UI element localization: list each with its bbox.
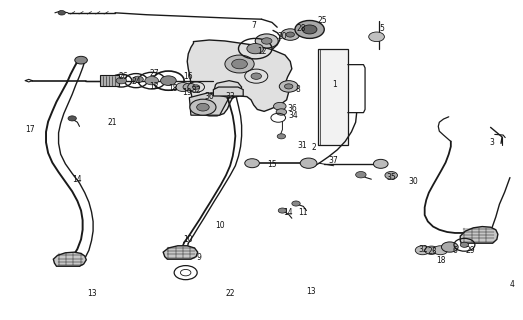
Circle shape — [68, 116, 76, 121]
Text: 13: 13 — [87, 289, 96, 298]
Text: 30: 30 — [408, 177, 418, 186]
Circle shape — [192, 85, 200, 89]
Circle shape — [302, 25, 317, 34]
Polygon shape — [163, 246, 198, 259]
Circle shape — [58, 11, 65, 15]
Circle shape — [295, 20, 324, 38]
Circle shape — [232, 59, 247, 69]
Text: 26: 26 — [118, 72, 128, 81]
Circle shape — [274, 102, 286, 110]
Text: 36: 36 — [287, 104, 297, 113]
Text: 23: 23 — [427, 247, 437, 256]
Text: 17: 17 — [26, 125, 35, 134]
Circle shape — [356, 172, 366, 178]
Circle shape — [286, 32, 294, 37]
Text: 20: 20 — [278, 32, 287, 41]
Text: 10: 10 — [184, 236, 193, 244]
Circle shape — [225, 55, 254, 73]
Text: 21: 21 — [108, 118, 117, 127]
Circle shape — [277, 134, 286, 139]
Polygon shape — [53, 252, 86, 266]
Text: 32: 32 — [419, 245, 428, 254]
Circle shape — [197, 103, 209, 111]
Text: 15: 15 — [267, 160, 277, 169]
Circle shape — [190, 99, 216, 115]
Text: 18: 18 — [168, 84, 177, 92]
Circle shape — [251, 73, 262, 79]
Circle shape — [433, 246, 448, 255]
Text: 10: 10 — [215, 221, 224, 230]
Text: 34: 34 — [288, 111, 298, 120]
Polygon shape — [214, 81, 242, 98]
Text: 36: 36 — [204, 92, 214, 101]
Text: 29: 29 — [466, 246, 475, 255]
Text: 16: 16 — [184, 72, 193, 81]
Text: 19: 19 — [183, 88, 192, 97]
Circle shape — [369, 32, 384, 42]
Text: 7: 7 — [251, 21, 256, 30]
Text: 12: 12 — [150, 82, 159, 91]
Text: 24: 24 — [131, 77, 141, 86]
Circle shape — [279, 81, 298, 92]
Circle shape — [183, 83, 196, 91]
Circle shape — [116, 77, 127, 84]
Circle shape — [276, 109, 287, 115]
Polygon shape — [213, 87, 243, 96]
Text: 31: 31 — [298, 141, 307, 150]
Text: 27: 27 — [150, 69, 159, 78]
Circle shape — [373, 159, 388, 168]
Polygon shape — [187, 40, 292, 116]
Circle shape — [441, 242, 458, 252]
Text: 14: 14 — [73, 175, 82, 184]
Circle shape — [278, 208, 287, 213]
Circle shape — [247, 44, 264, 54]
Text: 3: 3 — [489, 138, 494, 147]
Text: 18: 18 — [436, 256, 446, 265]
Text: 33: 33 — [225, 92, 235, 101]
Circle shape — [145, 76, 158, 85]
Circle shape — [75, 56, 87, 64]
Text: 9: 9 — [196, 253, 201, 262]
Text: 35: 35 — [386, 173, 396, 182]
Circle shape — [161, 76, 176, 85]
Text: 13: 13 — [306, 287, 316, 296]
Circle shape — [245, 159, 259, 168]
Circle shape — [415, 246, 430, 255]
Text: 14: 14 — [283, 208, 292, 217]
Circle shape — [425, 246, 438, 254]
Text: 12: 12 — [257, 47, 266, 56]
Text: 8: 8 — [295, 85, 301, 94]
Text: 2: 2 — [311, 143, 316, 152]
Circle shape — [262, 38, 272, 44]
Circle shape — [460, 242, 469, 247]
Circle shape — [300, 158, 317, 168]
Text: 37: 37 — [329, 156, 338, 165]
Polygon shape — [318, 49, 348, 145]
Text: 28: 28 — [297, 24, 306, 33]
Circle shape — [133, 76, 143, 83]
Circle shape — [292, 201, 300, 206]
Polygon shape — [189, 93, 229, 115]
Text: 1: 1 — [332, 80, 337, 89]
Circle shape — [385, 172, 397, 179]
Circle shape — [255, 34, 278, 48]
Text: 32: 32 — [191, 86, 201, 95]
Polygon shape — [460, 227, 498, 243]
Text: 22: 22 — [225, 289, 235, 298]
Circle shape — [176, 83, 190, 92]
Text: 4: 4 — [510, 280, 515, 289]
Circle shape — [281, 29, 300, 40]
Polygon shape — [100, 75, 119, 86]
Text: 25: 25 — [318, 16, 327, 25]
Text: 6: 6 — [452, 246, 458, 255]
Circle shape — [285, 84, 293, 89]
Text: 5: 5 — [379, 24, 384, 33]
Text: 11: 11 — [299, 208, 308, 217]
